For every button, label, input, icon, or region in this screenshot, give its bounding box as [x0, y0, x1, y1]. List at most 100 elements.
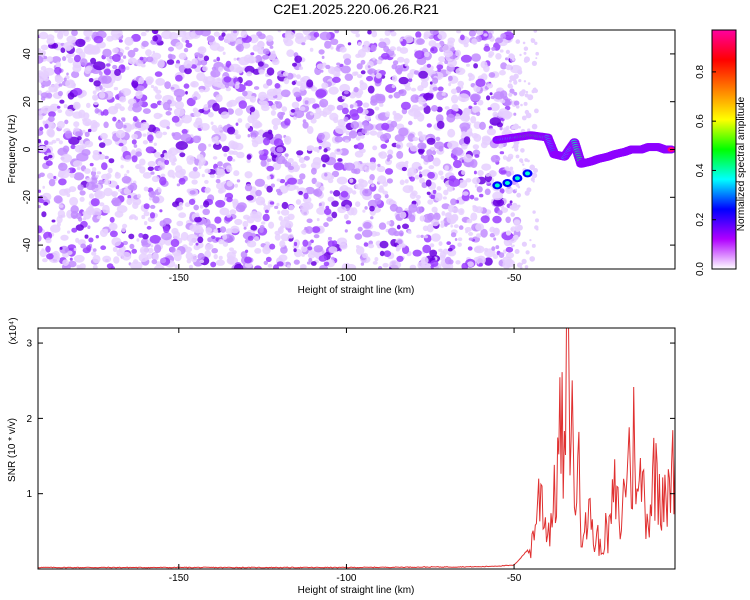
- noise-speck: [472, 205, 477, 209]
- noise-speck: [122, 55, 127, 59]
- noise-speck: [313, 234, 320, 239]
- noise-speck: [448, 75, 453, 82]
- noise-speck: [386, 198, 394, 205]
- noise-speck: [190, 81, 199, 88]
- noise-speck: [301, 245, 308, 253]
- noise-speck: [447, 247, 453, 252]
- noise-speck: [423, 92, 434, 101]
- noise-speck: [135, 90, 143, 99]
- noise-speck: [166, 59, 175, 65]
- noise-speck: [446, 58, 457, 68]
- noise-speck: [77, 216, 83, 222]
- noise-speck: [316, 218, 320, 222]
- noise-speck: [506, 30, 512, 33]
- colorbar-bar: [711, 29, 737, 270]
- snr-x-tick-label: -150: [169, 573, 189, 584]
- noise-speck: [330, 38, 339, 45]
- noise-speck: [313, 245, 323, 253]
- noise-speck: [50, 224, 61, 233]
- noise-speck: [460, 34, 465, 41]
- noise-speck: [423, 235, 428, 239]
- noise-speck: [277, 191, 283, 196]
- noise-speck: [405, 160, 409, 165]
- noise-speck: [218, 238, 225, 245]
- noise-speck: [331, 211, 338, 219]
- noise-speck: [176, 220, 184, 227]
- noise-speck: [240, 30, 248, 38]
- noise-speck: [104, 155, 109, 160]
- noise-speck: [38, 174, 41, 179]
- noise-speck: [218, 66, 224, 72]
- noise-speck: [270, 110, 276, 116]
- noise-speck: [95, 235, 100, 239]
- noise-speck: [333, 162, 345, 171]
- noise-speck: [474, 197, 479, 201]
- noise-speck: [236, 43, 244, 52]
- noise-speck: [372, 261, 378, 265]
- noise-speck: [280, 209, 290, 216]
- noise-speck: [275, 155, 286, 165]
- noise-speck: [213, 228, 219, 234]
- noise-speck: [404, 85, 412, 91]
- noise-speck: [330, 66, 341, 76]
- noise-speck: [448, 82, 452, 87]
- noise-speck: [468, 105, 473, 110]
- noise-speck: [374, 231, 381, 236]
- noise-speck: [260, 159, 267, 167]
- noise-speck: [363, 242, 369, 247]
- noise-speck: [131, 133, 138, 140]
- noise-speck: [385, 111, 391, 118]
- noise-speck: [258, 150, 265, 155]
- noise-speck: [96, 215, 102, 220]
- noise-speck: [293, 241, 298, 247]
- noise-speck: [124, 46, 130, 51]
- noise-speck: [468, 237, 474, 241]
- noise-speck: [450, 224, 454, 228]
- noise-speck: [495, 53, 502, 60]
- noise-speck: [131, 80, 139, 89]
- noise-speck: [232, 198, 239, 206]
- noise-speck: [75, 237, 80, 243]
- noise-speck: [113, 256, 120, 264]
- noise-speck: [523, 80, 527, 83]
- noise-speck: [386, 178, 393, 184]
- noise-speck: [418, 149, 424, 155]
- snr-y-tick-label: 3: [26, 339, 32, 350]
- noise-speck: [151, 259, 158, 265]
- noise-speck: [283, 37, 289, 44]
- noise-speck: [237, 118, 243, 123]
- noise-speck: [195, 30, 204, 36]
- noise-speck: [302, 119, 307, 123]
- noise-speck: [508, 92, 513, 97]
- noise-speck: [504, 166, 510, 171]
- noise-speck: [520, 148, 525, 153]
- noise-speck: [38, 31, 49, 40]
- noise-speck: [73, 247, 77, 251]
- noise-speck: [84, 168, 91, 174]
- noise-speck: [125, 155, 132, 160]
- noise-speck: [513, 234, 519, 240]
- noise-speck: [397, 239, 403, 245]
- noise-speck: [446, 113, 456, 123]
- noise-speck: [478, 262, 483, 267]
- noise-speck: [376, 59, 383, 65]
- noise-speck: [287, 158, 294, 163]
- noise-speck: [462, 191, 469, 196]
- noise-speck: [416, 234, 421, 239]
- noise-speck: [271, 118, 281, 126]
- noise-speck: [413, 70, 419, 75]
- noise-speck: [141, 214, 146, 220]
- noise-speck: [461, 262, 469, 269]
- noise-speck: [73, 254, 85, 263]
- noise-speck: [157, 59, 165, 68]
- noise-speck: [92, 94, 99, 101]
- snr-x-tick-label: -50: [507, 573, 522, 584]
- noise-speck: [339, 83, 351, 93]
- noise-speck: [136, 85, 145, 92]
- noise-speck: [399, 211, 407, 219]
- noise-speck: [157, 160, 162, 166]
- noise-speck: [434, 192, 443, 202]
- noise-speck: [456, 30, 462, 34]
- noise-speck: [428, 165, 435, 170]
- noise-speck: [279, 115, 284, 120]
